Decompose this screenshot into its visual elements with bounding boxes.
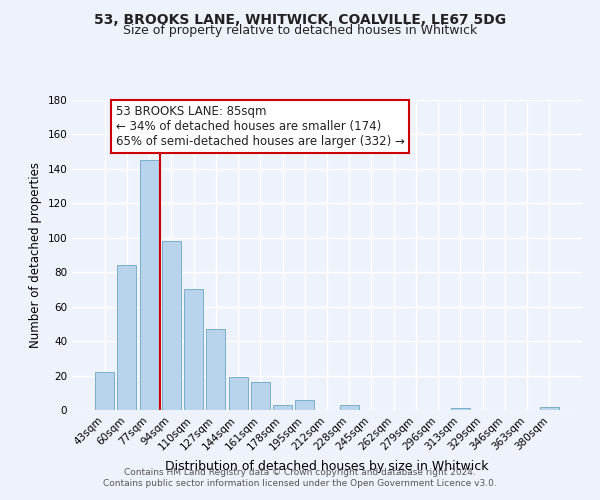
Bar <box>251 382 270 410</box>
Bar <box>95 372 114 410</box>
Bar <box>295 400 314 410</box>
Text: Contains HM Land Registry data © Crown copyright and database right 2024.
Contai: Contains HM Land Registry data © Crown c… <box>103 468 497 487</box>
Bar <box>140 160 158 410</box>
Text: 53, BROOKS LANE, WHITWICK, COALVILLE, LE67 5DG: 53, BROOKS LANE, WHITWICK, COALVILLE, LE… <box>94 12 506 26</box>
Bar <box>162 241 181 410</box>
X-axis label: Distribution of detached houses by size in Whitwick: Distribution of detached houses by size … <box>165 460 489 473</box>
Bar <box>206 329 225 410</box>
Bar <box>118 266 136 410</box>
Bar <box>340 405 359 410</box>
Y-axis label: Number of detached properties: Number of detached properties <box>29 162 42 348</box>
Bar <box>540 406 559 410</box>
Text: Size of property relative to detached houses in Whitwick: Size of property relative to detached ho… <box>123 24 477 37</box>
Bar <box>451 408 470 410</box>
Bar <box>273 405 292 410</box>
Bar <box>184 290 203 410</box>
Text: 53 BROOKS LANE: 85sqm
← 34% of detached houses are smaller (174)
65% of semi-det: 53 BROOKS LANE: 85sqm ← 34% of detached … <box>116 105 404 148</box>
Bar <box>229 378 248 410</box>
